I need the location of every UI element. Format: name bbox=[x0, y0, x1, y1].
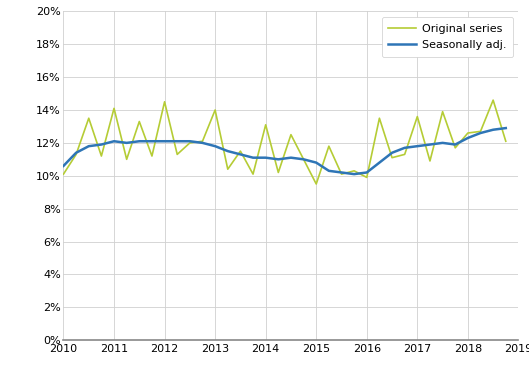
Original series bbox=[427, 159, 433, 163]
Seasonally adj. bbox=[351, 172, 357, 177]
Seasonally adj. bbox=[414, 144, 421, 149]
Original series bbox=[376, 116, 382, 121]
Original series bbox=[452, 146, 459, 150]
Original series bbox=[363, 175, 370, 180]
Seasonally adj. bbox=[262, 155, 269, 160]
Original series bbox=[60, 172, 67, 177]
Seasonally adj. bbox=[464, 136, 471, 140]
Seasonally adj. bbox=[313, 160, 320, 165]
Original series bbox=[98, 154, 105, 158]
Original series bbox=[326, 144, 332, 149]
Seasonally adj. bbox=[402, 146, 408, 150]
Seasonally adj. bbox=[440, 141, 446, 145]
Seasonally adj. bbox=[174, 139, 180, 144]
Seasonally adj. bbox=[326, 169, 332, 173]
Seasonally adj. bbox=[503, 126, 509, 130]
Seasonally adj. bbox=[86, 144, 92, 149]
Seasonally adj. bbox=[98, 142, 105, 147]
Seasonally adj. bbox=[427, 142, 433, 147]
Original series bbox=[199, 139, 206, 144]
Original series bbox=[212, 108, 218, 112]
Original series bbox=[73, 152, 79, 156]
Original series bbox=[313, 182, 320, 186]
Seasonally adj. bbox=[288, 155, 294, 160]
Original series bbox=[300, 157, 307, 162]
Original series bbox=[250, 172, 256, 177]
Seasonally adj. bbox=[339, 170, 345, 175]
Seasonally adj. bbox=[60, 164, 67, 168]
Original series bbox=[351, 169, 357, 173]
Original series bbox=[288, 132, 294, 137]
Seasonally adj. bbox=[73, 150, 79, 155]
Seasonally adj. bbox=[300, 157, 307, 162]
Seasonally adj. bbox=[389, 150, 395, 155]
Original series bbox=[389, 155, 395, 160]
Seasonally adj. bbox=[237, 152, 243, 156]
Original series bbox=[225, 167, 231, 172]
Original series bbox=[503, 139, 509, 144]
Seasonally adj. bbox=[136, 139, 142, 144]
Original series bbox=[275, 170, 281, 175]
Original series bbox=[187, 141, 193, 145]
Original series bbox=[262, 122, 269, 127]
Original series bbox=[402, 152, 408, 156]
Seasonally adj. bbox=[199, 141, 206, 145]
Legend: Original series, Seasonally adj.: Original series, Seasonally adj. bbox=[382, 17, 513, 57]
Seasonally adj. bbox=[161, 139, 168, 144]
Seasonally adj. bbox=[111, 139, 117, 144]
Original series bbox=[490, 98, 496, 102]
Original series bbox=[414, 114, 421, 119]
Original series bbox=[136, 119, 142, 124]
Original series bbox=[174, 152, 180, 156]
Original series bbox=[237, 149, 243, 153]
Line: Seasonally adj.: Seasonally adj. bbox=[63, 128, 506, 174]
Seasonally adj. bbox=[490, 127, 496, 132]
Original series bbox=[111, 106, 117, 111]
Seasonally adj. bbox=[225, 149, 231, 153]
Original series bbox=[339, 172, 345, 177]
Seasonally adj. bbox=[452, 142, 459, 147]
Original series bbox=[440, 109, 446, 114]
Seasonally adj. bbox=[275, 157, 281, 162]
Original series bbox=[464, 131, 471, 135]
Original series bbox=[161, 99, 168, 104]
Seasonally adj. bbox=[376, 160, 382, 165]
Original series bbox=[149, 154, 155, 158]
Original series bbox=[123, 157, 130, 162]
Seasonally adj. bbox=[477, 131, 484, 135]
Seasonally adj. bbox=[363, 170, 370, 175]
Seasonally adj. bbox=[187, 139, 193, 144]
Original series bbox=[477, 129, 484, 134]
Line: Original series: Original series bbox=[63, 100, 506, 184]
Seasonally adj. bbox=[250, 155, 256, 160]
Seasonally adj. bbox=[149, 139, 155, 144]
Seasonally adj. bbox=[123, 141, 130, 145]
Original series bbox=[86, 116, 92, 121]
Seasonally adj. bbox=[212, 144, 218, 149]
